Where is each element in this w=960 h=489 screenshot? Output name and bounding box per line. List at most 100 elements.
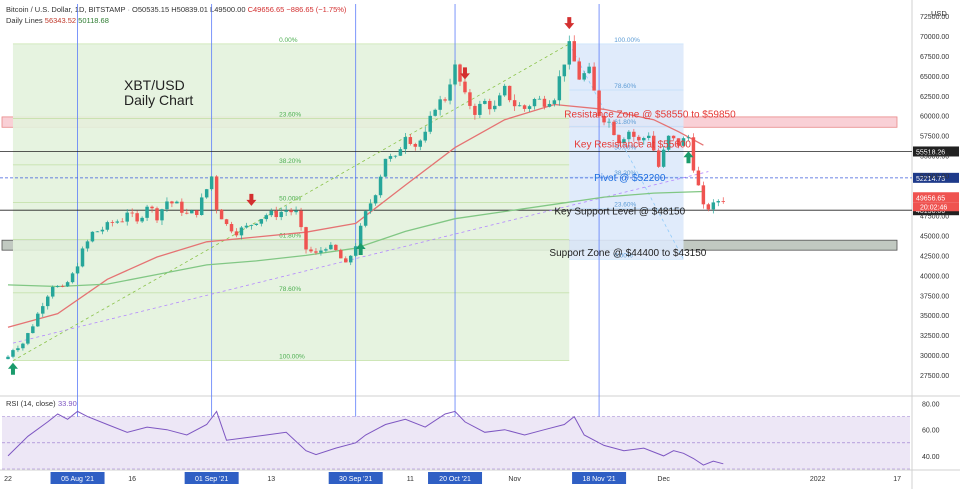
rsi-tick-label: 60.00 bbox=[922, 428, 940, 435]
candle-body bbox=[413, 143, 418, 147]
candle-body bbox=[656, 150, 661, 167]
candle-body bbox=[706, 204, 711, 210]
candle-body bbox=[115, 221, 120, 223]
date-badge-label: 18 Nov '21 bbox=[582, 476, 615, 483]
candle-body bbox=[711, 202, 716, 210]
date-badge bbox=[50, 472, 105, 484]
price-tick-label: 60000.00 bbox=[920, 114, 949, 121]
candle-body bbox=[259, 219, 264, 224]
candle-body bbox=[95, 231, 100, 233]
candle-body bbox=[696, 170, 701, 186]
candle-body bbox=[31, 326, 35, 334]
price-tick-label: 42500.00 bbox=[920, 253, 949, 260]
candle-body bbox=[617, 135, 621, 144]
time-tick-label: 22 bbox=[4, 476, 12, 483]
fib-right-level-label: 100.00% bbox=[614, 37, 640, 44]
candle-body bbox=[418, 140, 423, 147]
candle-body bbox=[373, 195, 378, 204]
candle-body bbox=[721, 201, 725, 202]
price-tick-label: 62500.00 bbox=[920, 94, 949, 101]
candle-body bbox=[701, 185, 706, 205]
candle-body bbox=[209, 176, 214, 190]
ohlc-open: O50535.15 bbox=[132, 5, 170, 14]
candle-body bbox=[691, 137, 696, 171]
candle-body bbox=[637, 136, 641, 141]
fib-left-level-label: 61.80% bbox=[279, 233, 301, 240]
candle-body bbox=[65, 282, 70, 287]
candle-body bbox=[502, 85, 507, 96]
candle-body bbox=[75, 266, 80, 274]
ma-label: Daily Lines bbox=[6, 16, 43, 25]
candle-body bbox=[339, 250, 343, 259]
candle-body bbox=[507, 85, 512, 101]
candle-body bbox=[224, 219, 229, 225]
time-tick-label: Nov bbox=[508, 476, 521, 483]
date-badge bbox=[184, 472, 239, 484]
candle-body bbox=[269, 210, 273, 216]
down-arrow-icon bbox=[459, 67, 470, 80]
candle-body bbox=[90, 231, 95, 242]
candle-body bbox=[274, 210, 278, 218]
candle-body bbox=[358, 225, 363, 247]
candle-body bbox=[632, 131, 636, 137]
candle-body bbox=[185, 212, 189, 214]
current-price-badge bbox=[913, 192, 959, 203]
candle-body bbox=[493, 105, 497, 110]
symbol-name: Bitcoin / U.S. Dollar, 1D, BITSTAMP bbox=[6, 5, 126, 14]
candle-body bbox=[716, 201, 721, 203]
candle-body bbox=[398, 149, 403, 156]
candle-body bbox=[478, 103, 482, 115]
candle-body bbox=[612, 121, 616, 136]
candle-body bbox=[681, 138, 686, 146]
candle-body bbox=[438, 99, 442, 110]
candle-body bbox=[443, 99, 447, 101]
moving-average-line bbox=[7, 103, 704, 328]
candle-body bbox=[294, 210, 298, 213]
date-badge-label: 05 Aug '21 bbox=[61, 476, 94, 483]
candle-body bbox=[403, 137, 408, 150]
fib-right-level-label: 38.20% bbox=[614, 170, 636, 177]
fib-right-level-label: 78.60% bbox=[614, 83, 636, 90]
trend-line-down bbox=[568, 43, 684, 260]
candle-body bbox=[368, 203, 373, 212]
candle-body bbox=[433, 109, 437, 116]
rsi-line bbox=[7, 410, 724, 466]
candle-body bbox=[577, 61, 581, 80]
ohlc-close: C49656.65 bbox=[247, 5, 285, 14]
candle-body bbox=[602, 116, 606, 123]
candle-body bbox=[214, 176, 219, 210]
candle-body bbox=[190, 210, 194, 214]
candle-body bbox=[423, 131, 427, 141]
candle-body bbox=[204, 189, 209, 198]
candle-body bbox=[572, 41, 576, 62]
date-badge-label: 01 Sep '21 bbox=[195, 476, 228, 483]
candle-body bbox=[279, 211, 283, 218]
candle-body bbox=[60, 286, 65, 287]
currency-label: USD bbox=[931, 9, 947, 18]
ohlc-change: −886.65 (−1.75%) bbox=[286, 5, 347, 14]
level-axis-label: 55518.26 bbox=[916, 149, 945, 156]
candle-body bbox=[120, 221, 124, 223]
candle-body bbox=[26, 333, 30, 344]
down-arrow-icon bbox=[246, 193, 257, 206]
price-tick-label: 55000.00 bbox=[920, 154, 949, 161]
candle-body bbox=[219, 209, 224, 220]
candle-body bbox=[582, 73, 586, 80]
time-tick-label: 17 bbox=[893, 476, 901, 483]
candle-body bbox=[244, 225, 249, 228]
candle-body bbox=[125, 212, 129, 222]
rsi-tick-label: 80.00 bbox=[922, 402, 940, 409]
price-tick-label: 65000.00 bbox=[920, 74, 949, 81]
candle-body bbox=[110, 222, 115, 223]
candle-body bbox=[140, 217, 144, 222]
symbol-line: Bitcoin / U.S. Dollar, 1D, BITSTAMP · O5… bbox=[6, 5, 347, 14]
current-price-label: 49656.65 bbox=[916, 195, 945, 202]
price-tick-label: 37500.00 bbox=[920, 293, 949, 300]
ohlc-low: L49500.00 bbox=[210, 5, 246, 14]
candle-body bbox=[607, 121, 611, 123]
candle-body bbox=[160, 209, 164, 221]
candle-body bbox=[264, 215, 269, 220]
trend-line-support bbox=[12, 171, 709, 344]
candle-body bbox=[497, 95, 502, 106]
